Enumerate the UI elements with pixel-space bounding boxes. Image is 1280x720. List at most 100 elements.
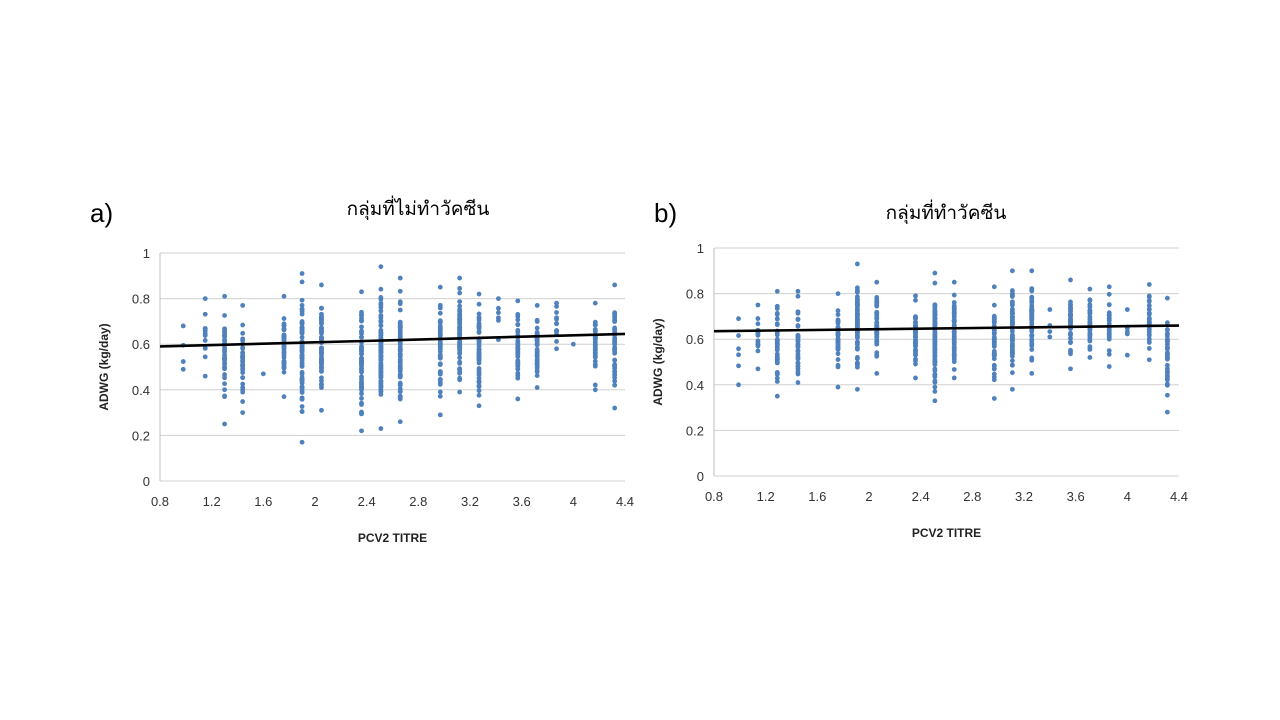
x-tick-label: 2.4 — [912, 489, 930, 504]
data-point — [795, 363, 801, 369]
data-point — [437, 318, 443, 324]
data-point — [795, 380, 801, 385]
data-point — [359, 369, 364, 375]
data-point — [299, 396, 305, 402]
data-point — [180, 366, 186, 372]
data-point — [397, 299, 403, 305]
x-tick-label: 1.6 — [808, 489, 826, 504]
data-point — [932, 312, 938, 318]
data-point — [515, 345, 521, 351]
data-point — [378, 389, 384, 395]
data-point — [1068, 312, 1073, 318]
data-point — [1106, 302, 1112, 308]
data-point — [1047, 329, 1053, 335]
data-point — [854, 312, 860, 317]
x-tick-label: 3.6 — [1067, 489, 1085, 504]
data-point — [299, 328, 305, 334]
data-point — [457, 341, 463, 347]
data-point — [397, 382, 403, 388]
data-point — [755, 332, 761, 338]
data-point — [774, 393, 780, 399]
data-point — [991, 313, 997, 319]
data-point — [1146, 339, 1152, 345]
data-point — [736, 363, 741, 369]
data-point — [397, 319, 403, 325]
data-point — [359, 324, 364, 330]
data-point — [774, 303, 780, 309]
data-point — [795, 293, 801, 299]
data-point — [592, 382, 598, 388]
data-point — [359, 318, 364, 324]
data-point — [835, 312, 841, 317]
data-point — [612, 378, 618, 384]
data-point — [1009, 342, 1015, 348]
data-point — [1009, 362, 1015, 368]
trendline — [159, 332, 626, 348]
data-point — [932, 389, 938, 394]
data-point — [378, 426, 384, 431]
data-point — [397, 348, 403, 354]
data-point — [222, 293, 227, 299]
data-point — [612, 375, 618, 381]
data-point — [457, 325, 463, 330]
data-point — [359, 395, 364, 401]
data-point — [222, 381, 227, 387]
data-point — [319, 360, 324, 366]
data-point — [534, 369, 540, 375]
data-point — [1164, 320, 1170, 326]
data-point — [1009, 350, 1015, 355]
x-tick-label: 2 — [311, 494, 318, 509]
data-point — [795, 344, 801, 350]
data-point — [951, 344, 957, 350]
data-point — [854, 319, 860, 325]
data-point — [534, 319, 540, 324]
y-tick-label: 0.2 — [686, 423, 704, 438]
data-point — [1068, 347, 1073, 353]
data-point — [854, 302, 860, 307]
data-point — [299, 279, 305, 285]
data-point — [774, 360, 780, 366]
data-point — [437, 344, 443, 350]
data-point — [1009, 358, 1015, 364]
data-point — [1009, 370, 1015, 376]
data-point — [1146, 316, 1152, 322]
x-tick-label: 4.4 — [1170, 489, 1188, 504]
data-point — [835, 362, 841, 368]
data-point — [240, 385, 246, 390]
data-point — [1029, 355, 1035, 361]
data-point — [874, 295, 880, 300]
data-point — [835, 346, 841, 351]
data-point — [1009, 346, 1015, 352]
data-point — [476, 291, 482, 297]
data-point — [612, 357, 618, 363]
data-point — [612, 340, 618, 346]
data-point — [437, 362, 443, 367]
data-point — [1029, 296, 1035, 302]
data-point — [1068, 319, 1073, 325]
data-point — [299, 388, 305, 394]
data-point — [202, 332, 208, 338]
data-point — [1164, 362, 1170, 368]
data-point — [359, 391, 364, 397]
data-point — [378, 308, 384, 314]
data-point — [1029, 347, 1035, 352]
data-point — [1029, 328, 1035, 334]
y-tick-label: 0.4 — [132, 383, 150, 398]
data-point — [795, 334, 801, 339]
data-point — [795, 338, 801, 344]
x-tick-label: 1.2 — [757, 489, 775, 504]
data-point — [1106, 351, 1112, 357]
data-point — [1029, 341, 1035, 347]
data-point — [397, 331, 403, 337]
data-point — [378, 369, 384, 375]
data-point — [913, 297, 918, 303]
data-point — [1009, 320, 1015, 326]
y-tick-label: 0.6 — [132, 337, 150, 352]
data-point — [774, 332, 780, 338]
data-point — [515, 298, 521, 304]
data-point — [774, 322, 780, 328]
data-point — [534, 337, 540, 343]
x-tick-label: 4.4 — [616, 494, 634, 509]
data-point — [612, 325, 618, 331]
data-point — [299, 361, 305, 366]
